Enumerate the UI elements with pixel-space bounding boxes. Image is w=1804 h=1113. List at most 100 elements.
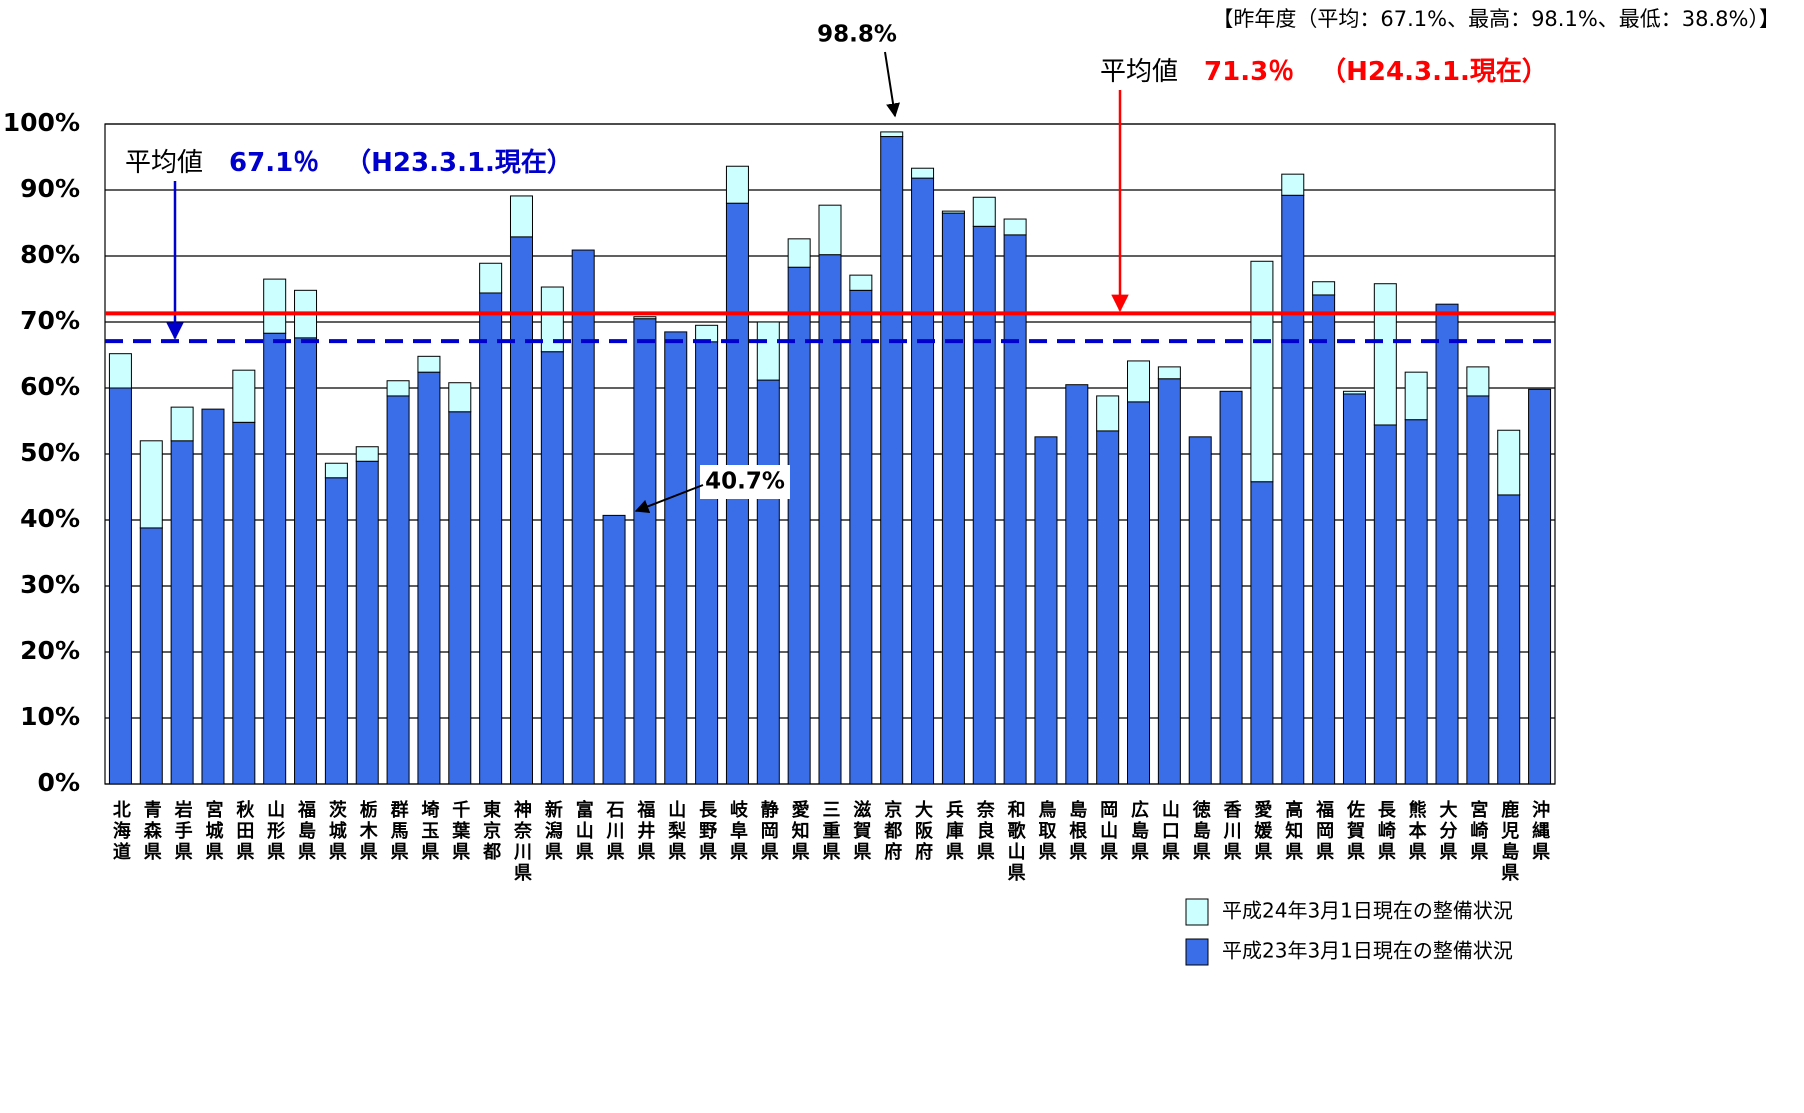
- reference-label-part: 71.3％: [1204, 57, 1294, 87]
- bar-segment: [448, 411, 472, 785]
- bar-segment: [1096, 395, 1120, 432]
- x-tick-label: 宮崎県: [1467, 799, 1488, 863]
- bar-segment: [417, 371, 441, 785]
- x-tick-label: 山形県: [264, 800, 285, 863]
- bar-segment: [695, 341, 719, 785]
- bar-segment: [1342, 393, 1366, 785]
- x-tick-label: 群馬県: [388, 799, 409, 863]
- bar-segment: [1281, 194, 1305, 785]
- x-tick-label: 福岡県: [1313, 799, 1335, 863]
- bar-segment: [448, 382, 472, 413]
- note: 【昨年度（平均：67.1%、最高：98.1%、最低：38.8%）】: [1212, 7, 1780, 31]
- y-tick-label: 60%: [20, 372, 80, 401]
- x-tick-label: 広島県: [1128, 799, 1149, 863]
- bar-segment: [355, 460, 379, 785]
- bar-segment: [787, 238, 811, 268]
- x-tick-label: 香川県: [1221, 800, 1243, 863]
- bar-segment: [1034, 436, 1058, 785]
- bar-segment: [139, 527, 163, 785]
- x-tick-label: 愛知県: [789, 799, 810, 863]
- bar-segment: [849, 274, 873, 291]
- x-tick-label: 埼玉県: [418, 799, 439, 863]
- x-tick-label: 高知県: [1282, 799, 1303, 863]
- x-tick-label: 岡山県: [1097, 800, 1118, 863]
- bar-segment: [880, 131, 904, 138]
- callout: 98.8%: [817, 22, 897, 48]
- bar-segment: [509, 236, 533, 785]
- bar-segment: [540, 351, 564, 785]
- x-tick-label: 滋賀県: [850, 799, 872, 863]
- bar-segment: [1528, 388, 1552, 785]
- x-tick-label: 千葉県: [449, 800, 471, 863]
- x-tick-label: 鹿児島県: [1498, 799, 1520, 884]
- bar-segment: [170, 440, 194, 785]
- y-tick-label: 10%: [20, 702, 80, 731]
- bar-segment: [787, 266, 811, 785]
- reference-label-part: 平均値: [1100, 57, 1178, 87]
- x-tick-label: 大阪府: [912, 799, 933, 863]
- bar-segment: [417, 355, 441, 373]
- y-tick-label: 90%: [20, 174, 80, 203]
- y-tick-label: 40%: [20, 504, 80, 533]
- y-tick-label: 20%: [20, 636, 80, 665]
- legend-swatch: [1185, 898, 1209, 926]
- x-tick-label: 和歌山県: [1005, 800, 1026, 884]
- x-tick-label: 東京都: [480, 799, 502, 863]
- bar-segment: [108, 387, 132, 785]
- bar-segment: [756, 321, 780, 381]
- bar-segment: [911, 177, 935, 785]
- bar-segment: [1497, 429, 1521, 496]
- bar-segment: [1219, 390, 1243, 785]
- bar-segment: [1127, 401, 1151, 785]
- bar-segment: [880, 136, 904, 785]
- bar-segment: [633, 316, 657, 320]
- x-tick-label: 茨城県: [326, 799, 347, 863]
- bar-segment: [232, 421, 256, 785]
- x-tick-label: 愛媛県: [1251, 799, 1273, 863]
- x-tick-label: 長崎県: [1375, 800, 1396, 863]
- bar-segment: [972, 196, 996, 227]
- y-tick-label: 70%: [20, 306, 80, 335]
- bar-segment: [324, 477, 348, 785]
- x-tick-label: 長野県: [696, 800, 717, 863]
- x-tick-label: 福井県: [634, 799, 656, 863]
- x-tick-label: 徳島県: [1190, 799, 1212, 863]
- bar-segment: [1373, 283, 1397, 426]
- y-tick-label: 50%: [20, 438, 80, 467]
- bar-segment: [1250, 481, 1274, 785]
- bar-segment: [170, 406, 194, 442]
- y-tick-label: 80%: [20, 240, 80, 269]
- bar-segment: [386, 380, 410, 397]
- x-tick-label: 福島県: [295, 799, 317, 863]
- x-tick-label: 石川県: [604, 800, 626, 863]
- bar-segment: [509, 195, 533, 238]
- x-tick-label: 山口県: [1159, 800, 1180, 863]
- x-tick-label: 大分県: [1437, 799, 1458, 863]
- bar-segment: [1497, 494, 1521, 785]
- bar-segment: [1157, 378, 1181, 785]
- bar-segment: [725, 165, 749, 204]
- bar-segment: [1065, 384, 1089, 785]
- bar-segment: [941, 212, 965, 785]
- bar-segment: [818, 204, 842, 256]
- arrow: [634, 484, 704, 513]
- bar-segment: [294, 337, 318, 785]
- x-tick-label: 神奈川県: [511, 799, 533, 884]
- bar-segment: [1312, 294, 1336, 785]
- bar-segment: [664, 331, 688, 785]
- bar-segment: [386, 395, 410, 785]
- x-tick-label: 岩手県: [172, 799, 194, 863]
- x-tick-label: 沖縄県: [1529, 799, 1550, 863]
- x-tick-label: 奈良県: [974, 799, 996, 863]
- x-tick-label: 秋田県: [233, 799, 254, 863]
- bar-segment: [1003, 218, 1027, 236]
- bar-segment: [756, 379, 780, 785]
- x-tick-label: 鳥取県: [1035, 799, 1056, 863]
- bar-segment: [602, 514, 626, 785]
- bar-segment: [1466, 366, 1490, 397]
- x-tick-label: 新潟県: [542, 799, 563, 863]
- x-tick-label: 栃木県: [357, 799, 379, 863]
- bar-segment: [1404, 371, 1428, 421]
- bar-segment: [108, 353, 132, 389]
